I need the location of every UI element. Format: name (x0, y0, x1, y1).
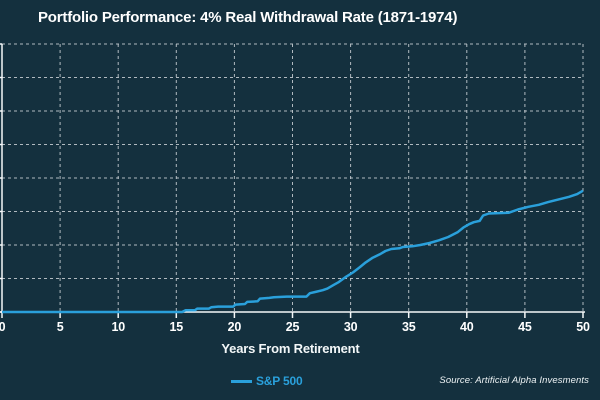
x-tick-label: 30 (344, 320, 358, 334)
source-credit: Source: Artificial Alpha Invesments (439, 375, 589, 386)
x-tick-label: 25 (286, 320, 300, 334)
x-tick-label: 10 (111, 320, 125, 334)
legend-label: S&P 500 (256, 374, 303, 388)
x-tick-label: 15 (170, 320, 184, 334)
x-tick-label: 5 (57, 320, 64, 334)
x-tick-label: 20 (228, 320, 242, 334)
x-tick-label: 40 (460, 320, 474, 334)
x-tick-label: 45 (518, 320, 532, 334)
legend: S&P 500 (231, 374, 303, 388)
x-tick-label: 0 (0, 320, 6, 334)
chart-title: Portfolio Performance: 4% Real Withdrawa… (38, 9, 458, 26)
sp500-line-series (2, 189, 584, 314)
x-tick-label: 50 (576, 320, 590, 334)
x-tick-label: 35 (402, 320, 416, 334)
legend-line-icon (231, 379, 252, 383)
x-axis-label: Years From Retirement (221, 341, 360, 356)
